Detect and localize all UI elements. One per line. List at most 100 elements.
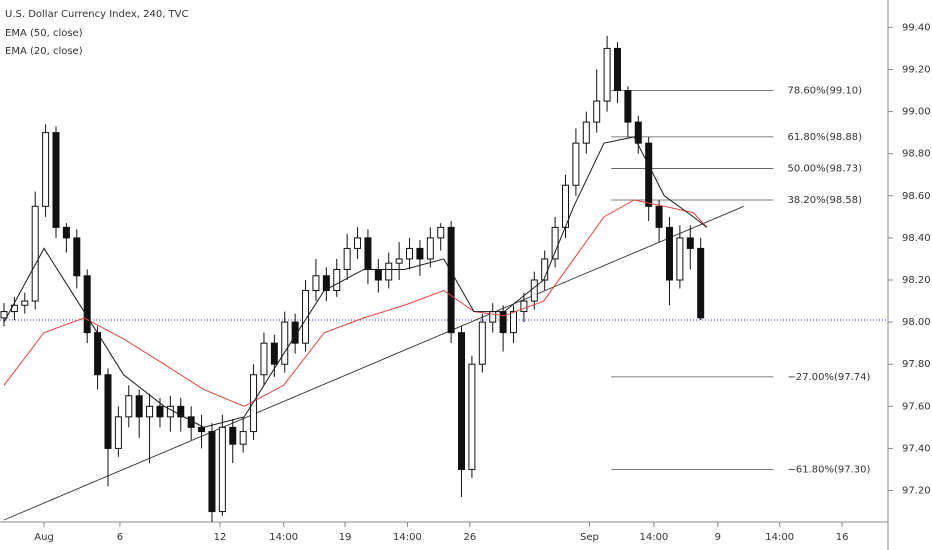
candle-body — [260, 342, 268, 376]
candle-body — [665, 226, 673, 281]
y-tick-label: 98.80 — [902, 149, 931, 160]
x-tick-label: 26 — [463, 532, 476, 543]
fib-label: 61.80%(98.88) — [787, 132, 862, 143]
candle-body — [31, 205, 39, 302]
x-tick-label: 12 — [214, 532, 227, 543]
y-tick-label: 98.40 — [902, 233, 931, 244]
candle-body — [468, 363, 476, 470]
candle-body — [312, 275, 320, 292]
candle-body — [374, 268, 382, 281]
candle-body — [520, 300, 528, 313]
candle-body — [624, 90, 632, 123]
chart-title: U.S. Dollar Currency Index, 240, TVC — [5, 9, 189, 20]
candle-body — [655, 205, 663, 228]
candle-body — [42, 132, 50, 207]
candle-body — [697, 247, 705, 319]
candle-body — [343, 247, 351, 270]
y-tick-label: 98.60 — [902, 191, 931, 202]
candle-body — [395, 258, 403, 264]
candle-body — [94, 332, 102, 376]
y-tick-label: 99.20 — [902, 64, 931, 75]
x-tick-label: 6 — [117, 532, 123, 543]
y-tick-label: 97.60 — [902, 401, 931, 412]
candle-body — [0, 311, 8, 319]
candle-body — [177, 405, 185, 418]
candle-body — [354, 237, 362, 249]
candle-body — [229, 426, 237, 445]
x-tick-label: 14:00 — [393, 532, 422, 543]
candle-body — [634, 121, 642, 144]
candle-body — [416, 247, 424, 260]
x-tick-label: 14:00 — [639, 532, 668, 543]
candle-body — [281, 321, 289, 365]
fib-label: 38.20%(98.58) — [787, 195, 862, 206]
y-tick-label: 97.40 — [902, 443, 931, 454]
candle-body — [250, 374, 258, 433]
candle-body — [551, 226, 559, 260]
candle-body — [426, 237, 434, 260]
candle-body — [364, 237, 372, 270]
candle-body — [21, 300, 29, 306]
x-tick-label: 16 — [836, 532, 849, 543]
legend-entry: EMA (20, close) — [5, 46, 83, 57]
ema-line — [3, 136, 708, 428]
x-tick-label: 9 — [715, 532, 721, 543]
candle-body — [530, 279, 538, 302]
candle-body — [166, 405, 174, 418]
candle-body — [686, 237, 694, 249]
candle-body — [291, 321, 299, 344]
legend-entry: EMA (50, close) — [5, 28, 83, 39]
candle-body — [489, 311, 497, 323]
candle-body — [125, 395, 133, 418]
fib-label: −27.00%(97.74) — [787, 372, 870, 383]
x-tick-label: 14:00 — [269, 532, 298, 543]
candle-body — [114, 416, 122, 449]
candle-body — [146, 405, 154, 418]
candle-body — [437, 226, 445, 239]
y-tick-label: 98.20 — [902, 275, 931, 286]
candle-body — [603, 47, 611, 102]
candle-body — [104, 374, 112, 449]
y-tick-label: 99.40 — [902, 22, 931, 33]
candle-body — [198, 426, 206, 433]
y-tick-label: 99.00 — [902, 107, 931, 118]
candle-body — [478, 321, 486, 365]
fib-label: −61.80%(97.30) — [787, 464, 870, 475]
candle-body — [593, 100, 601, 123]
candle-body — [499, 311, 507, 334]
candle-body — [239, 431, 247, 445]
x-tick-label: 19 — [339, 532, 352, 543]
candle-body — [510, 311, 518, 334]
x-tick-label: 14:00 — [765, 532, 794, 543]
candle-body — [676, 237, 684, 281]
candle-body — [406, 247, 414, 260]
ema-line — [3, 199, 708, 407]
y-tick-label: 98.00 — [902, 317, 931, 328]
candle-body — [458, 332, 466, 470]
fib-label: 78.60%(99.10) — [787, 86, 862, 97]
candle-body — [333, 268, 341, 292]
candle-body — [73, 237, 81, 277]
candle-body — [83, 275, 91, 334]
y-tick-label: 97.80 — [902, 359, 931, 370]
candle-body — [385, 262, 393, 281]
candle-body — [62, 226, 70, 239]
candle-body — [135, 395, 143, 418]
candle-body — [218, 426, 226, 513]
candle-body — [52, 132, 60, 228]
candle-body — [645, 142, 653, 207]
x-tick-label: Aug — [34, 532, 54, 543]
x-tick-label: Sep — [580, 532, 599, 543]
candle-body — [270, 342, 278, 365]
candle-body — [208, 431, 216, 513]
candle-body — [582, 121, 590, 144]
candle-body — [156, 405, 164, 418]
candle-body — [572, 142, 580, 186]
fib-label: 50.00%(98.73) — [787, 163, 862, 174]
candle-body — [302, 290, 310, 344]
candle-body — [447, 226, 455, 334]
y-tick-label: 97.20 — [902, 486, 931, 497]
candle-body — [613, 47, 621, 92]
